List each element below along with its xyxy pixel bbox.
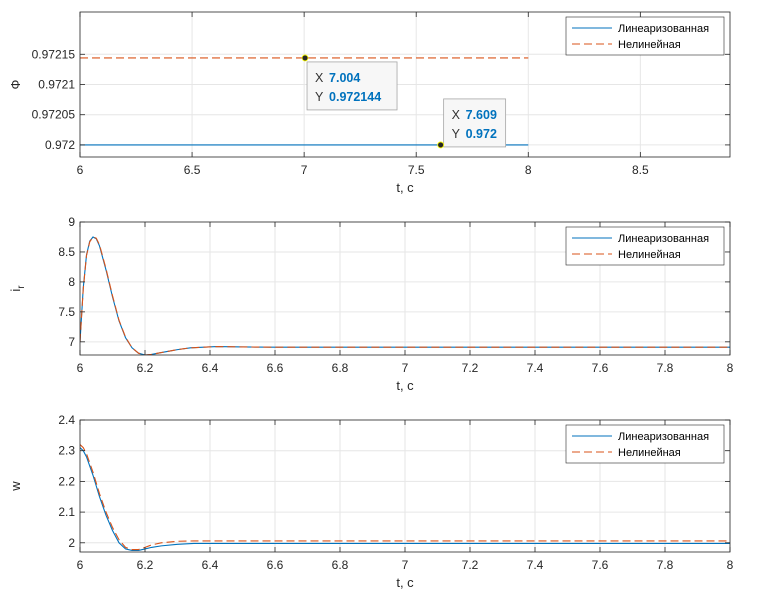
y-axis-label: w: [8, 481, 23, 492]
x-tick-label: 8: [727, 558, 734, 572]
y-tick-label: 2.4: [58, 413, 75, 427]
x-tick-label: 6.8: [332, 361, 349, 375]
datatip-marker[interactable]: [301, 54, 309, 62]
x-tick-label: 6.4: [202, 558, 219, 572]
datatip-y-key: Y: [452, 127, 461, 141]
series-line-linearized: [80, 447, 730, 552]
y-tick-label: 9: [68, 215, 75, 229]
x-tick-label: 7.8: [657, 361, 674, 375]
x-tick-label: 6: [77, 163, 84, 177]
y-tick-label: 2.2: [58, 474, 75, 488]
datatip-x-key: X: [315, 71, 324, 85]
datatip-box: [443, 98, 507, 148]
x-tick-label: 6.5: [184, 163, 201, 177]
series-line-nonlinear: [80, 236, 730, 355]
y-tick-label: 8.5: [58, 245, 75, 259]
datatip-x-value: 7.609: [466, 108, 497, 122]
y-tick-label: 0.972: [45, 138, 75, 152]
y-tick-label: 0.9721: [38, 78, 75, 92]
datatip-y-value: 0.972: [466, 127, 497, 141]
x-tick-label: 8: [525, 163, 532, 177]
x-axis-label: t, c: [396, 180, 414, 195]
x-tick-label: 7: [402, 558, 409, 572]
x-tick-label: 7.8: [657, 558, 674, 572]
legend-box: [565, 16, 725, 56]
y-tick-label: 7.5: [58, 305, 75, 319]
x-tick-label: 7.2: [462, 558, 479, 572]
series-line-nonlinear: [80, 444, 730, 551]
legend: Линеаризованная Нелинейная: [565, 16, 725, 56]
series-group: [80, 236, 730, 355]
x-tick-label: 6: [77, 558, 84, 572]
x-tick-label: 6.8: [332, 558, 349, 572]
datatip-x-value: 7.004: [329, 71, 360, 85]
legend: Линеаризованная Нелинейная: [565, 226, 725, 266]
legend-label: Линеаризованная: [618, 233, 709, 245]
x-tick-label: 8.5: [632, 163, 649, 177]
x-tick-label: 7: [301, 163, 308, 177]
legend-label: Нелинейная: [618, 447, 681, 459]
legend-box: [565, 424, 725, 464]
y-tick-label: 2: [68, 536, 75, 550]
y-tick-label: 2.3: [58, 444, 75, 458]
legend-label: Нелинейная: [618, 39, 681, 51]
datatip-box: [306, 61, 398, 111]
y-axis-label: ir: [8, 285, 27, 292]
series-group: [80, 444, 730, 552]
datatip-y-value: 0.972144: [329, 90, 381, 104]
y-tick-label: 0.97205: [32, 108, 76, 122]
x-tick-label: 6.6: [267, 361, 284, 375]
datatip-x-key: X: [452, 108, 461, 122]
y-tick-label: 8: [68, 275, 75, 289]
legend-label: Линеаризованная: [618, 23, 709, 35]
x-tick-label: 7.6: [592, 558, 609, 572]
x-axis-label: t, c: [396, 378, 414, 393]
x-tick-label: 8: [727, 361, 734, 375]
legend-box: [565, 226, 725, 266]
legend-label: Нелинейная: [618, 249, 681, 261]
datatip[interactable]: X 7.004 Y 0.972144: [301, 54, 398, 111]
x-tick-label: 6.2: [137, 558, 154, 572]
y-axis-label: Ф: [8, 79, 23, 89]
y-tick-label: 0.97215: [32, 47, 76, 61]
x-tick-label: 7.2: [462, 361, 479, 375]
axes-1: 6 6.5 7 7.5 8 8.5 0.972 0.97205 0.9721 0.97215 t, …: [8, 11, 731, 195]
axes-3: 6 6.2 6.4 6.6 6.8 7 7.2 7.4 7.6 7.8 8 2 2.1 2.2 2.3 2.4…: [8, 413, 734, 590]
legend: Линеаризованная Нелинейная: [565, 424, 725, 464]
legend-label: Линеаризованная: [618, 431, 709, 443]
x-tick-label: 7.6: [592, 361, 609, 375]
x-tick-label: 7.5: [408, 163, 425, 177]
x-tick-label: 6.4: [202, 361, 219, 375]
datatip[interactable]: X 7.609 Y 0.972: [437, 98, 507, 149]
datatip-y-key: Y: [315, 90, 324, 104]
x-tick-label: 6: [77, 361, 84, 375]
x-tick-label: 7.4: [527, 558, 544, 572]
x-tick-label: 7.4: [527, 361, 544, 375]
x-tick-label: 6.6: [267, 558, 284, 572]
y-tick-label: 7: [68, 335, 75, 349]
x-tick-label: 7: [402, 361, 409, 375]
axes-2: 6 6.2 6.4 6.6 6.8 7 7.2 7.4 7.6 7.8 8 7 7.5 8 8.5 9 t, c…: [8, 215, 734, 393]
y-tick-label: 2.1: [58, 505, 75, 519]
x-axis-label: t, c: [396, 575, 414, 590]
x-tick-label: 6.2: [137, 361, 154, 375]
datatip-marker[interactable]: [437, 141, 445, 149]
